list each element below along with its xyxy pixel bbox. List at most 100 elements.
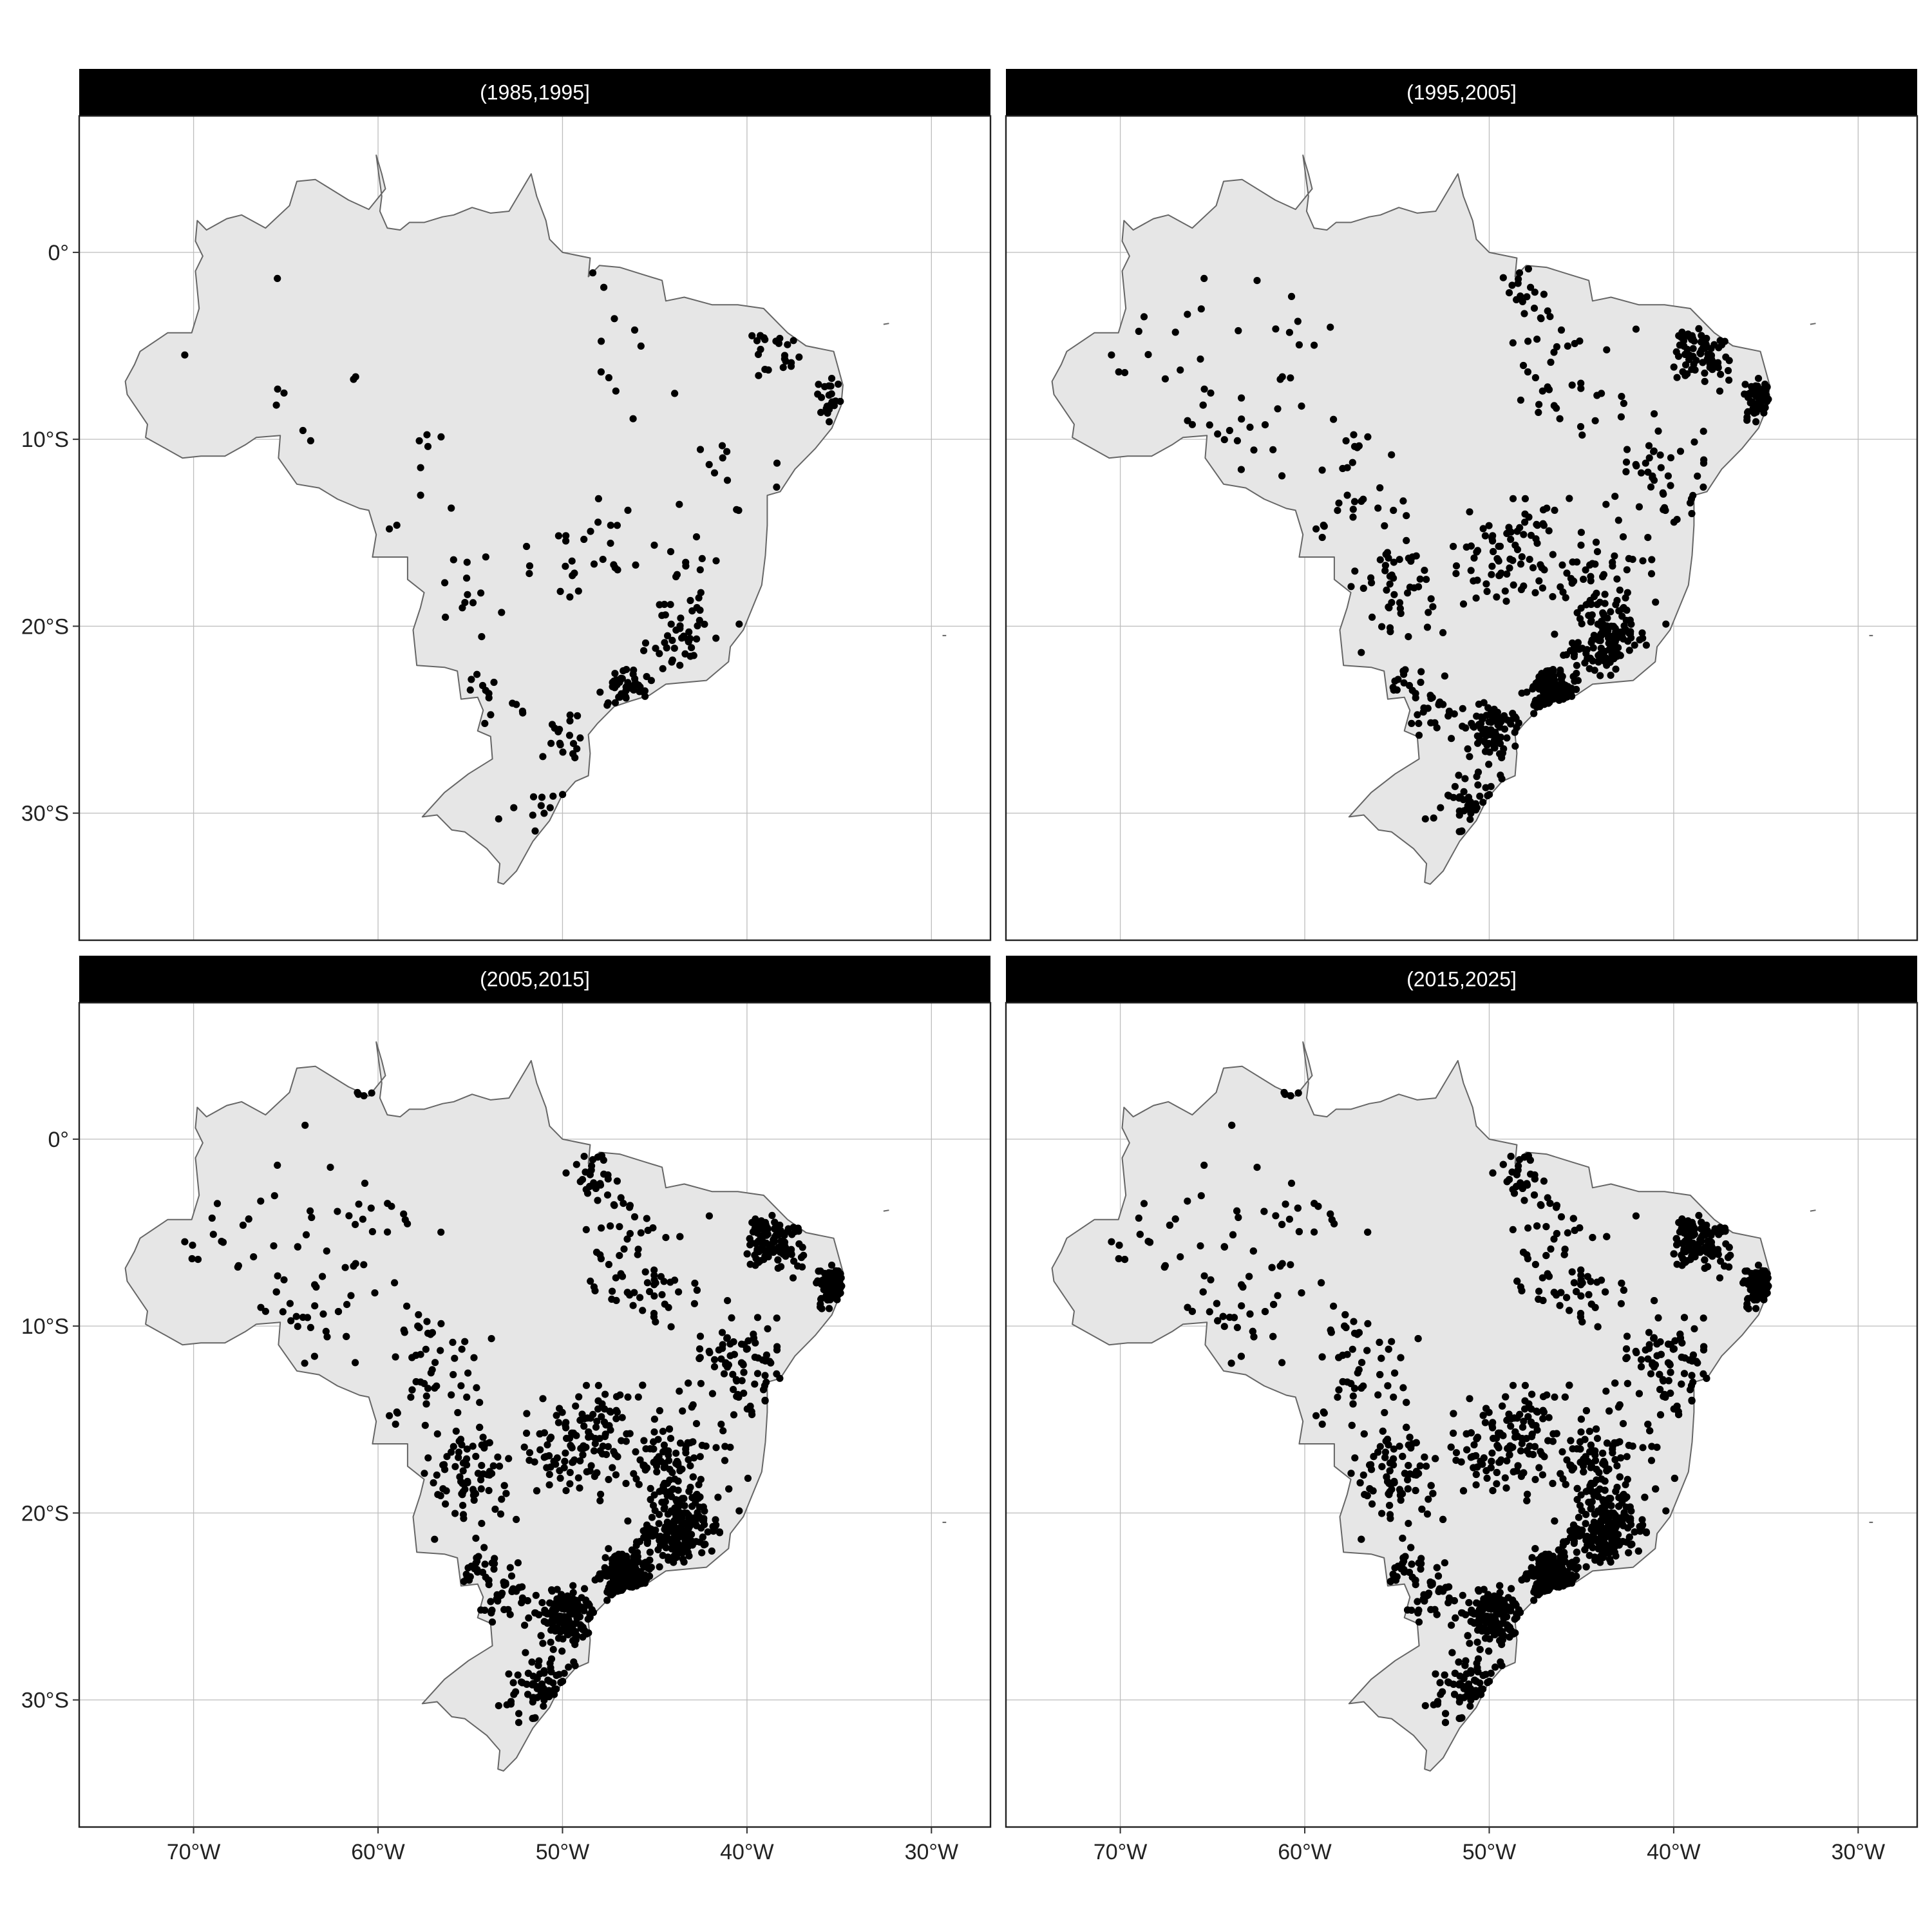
occurrence-point: [589, 1410, 597, 1418]
occurrence-point: [323, 1333, 331, 1341]
occurrence-point: [1602, 500, 1610, 508]
occurrence-point: [726, 1340, 734, 1348]
occurrence-point: [1403, 512, 1410, 520]
occurrence-point: [423, 1318, 431, 1325]
occurrence-point: [568, 1429, 576, 1437]
occurrence-point: [513, 701, 520, 708]
occurrence-point: [641, 639, 650, 647]
occurrence-point: [1551, 506, 1558, 515]
occurrence-point: [743, 1345, 750, 1353]
occurrence-point: [688, 1502, 696, 1510]
occurrence-point: [646, 1288, 654, 1296]
occurrence-point: [655, 1520, 663, 1528]
occurrence-point: [508, 1587, 516, 1595]
occurrence-point: [630, 682, 638, 690]
occurrence-point: [1549, 551, 1557, 558]
occurrence-point: [1554, 683, 1562, 690]
occurrence-point: [1688, 1372, 1696, 1379]
occurrence-point: [556, 1601, 564, 1609]
occurrence-point: [583, 1189, 592, 1197]
occurrence-point: [463, 1445, 471, 1453]
occurrence-point: [753, 1370, 762, 1378]
occurrence-point: [585, 1428, 592, 1436]
occurrence-point: [1177, 366, 1184, 374]
occurrence-point: [1535, 577, 1543, 585]
occurrence-point: [1470, 1441, 1478, 1449]
x-tick-label: 30°W: [905, 1840, 959, 1864]
occurrence-point: [685, 1379, 692, 1387]
x-tick-label: 50°W: [536, 1840, 590, 1864]
occurrence-point: [1537, 314, 1544, 322]
occurrence-point: [790, 337, 797, 345]
occurrence-point: [611, 315, 618, 323]
occurrence-point: [608, 1591, 616, 1598]
occurrence-point: [712, 1444, 720, 1452]
occurrence-point: [1444, 712, 1452, 720]
occurrence-point: [826, 1274, 834, 1282]
occurrence-point: [1599, 1450, 1607, 1457]
occurrence-point: [1253, 1164, 1261, 1171]
occurrence-point: [1368, 1500, 1376, 1508]
occurrence-point: [421, 1379, 428, 1387]
occurrence-point: [1334, 507, 1341, 515]
occurrence-point: [569, 740, 578, 748]
occurrence-point: [1358, 1384, 1365, 1392]
occurrence-point: [540, 810, 548, 817]
occurrence-point: [239, 1221, 247, 1229]
occurrence-point: [1577, 379, 1585, 387]
occurrence-point: [553, 1454, 561, 1462]
occurrence-point: [609, 1560, 616, 1567]
occurrence-point: [464, 1369, 472, 1377]
occurrence-point: [681, 1502, 688, 1510]
occurrence-point: [660, 1441, 668, 1449]
occurrence-point: [764, 1230, 772, 1238]
occurrence-point: [1533, 703, 1540, 711]
occurrence-point: [533, 1487, 541, 1495]
occurrence-point: [1547, 358, 1555, 366]
occurrence-point: [1743, 1267, 1751, 1275]
occurrence-point: [574, 712, 582, 720]
occurrence-point: [1481, 532, 1489, 540]
occurrence-point: [450, 1443, 457, 1450]
occurrence-point: [668, 1539, 676, 1546]
occurrence-point: [1374, 1391, 1382, 1399]
occurrence-point: [1250, 446, 1258, 454]
occurrence-point: [1576, 1502, 1584, 1510]
occurrence-point: [1197, 355, 1204, 363]
occurrence-point: [1452, 1449, 1461, 1457]
occurrence-point: [494, 1597, 502, 1605]
occurrence-point: [668, 1469, 676, 1477]
occurrence-point: [1499, 749, 1506, 757]
occurrence-point: [665, 1451, 672, 1459]
occurrence-point: [1571, 339, 1578, 348]
occurrence-point: [1580, 575, 1587, 583]
occurrence-point: [1383, 549, 1392, 556]
occurrence-point: [468, 676, 475, 683]
occurrence-point: [1487, 726, 1495, 734]
occurrence-point: [1540, 290, 1548, 298]
occurrence-point: [1276, 375, 1284, 383]
occurrence-point: [1529, 564, 1537, 572]
occurrence-point: [555, 1616, 563, 1624]
occurrence-point: [752, 1262, 759, 1269]
occurrence-point: [1432, 1670, 1439, 1678]
occurrence-point: [1455, 828, 1463, 835]
occurrence-point: [626, 1229, 634, 1238]
occurrence-point: [307, 437, 314, 445]
occurrence-point: [1274, 405, 1282, 413]
occurrence-point: [640, 647, 648, 654]
occurrence-point: [580, 1422, 588, 1430]
occurrence-point: [1667, 482, 1674, 489]
occurrence-point: [1199, 1288, 1207, 1296]
occurrence-point: [551, 1690, 558, 1698]
panel-border: [1005, 115, 1918, 942]
occurrence-point: [740, 1368, 748, 1376]
occurrence-point: [504, 1605, 512, 1613]
occurrence-point: [556, 1628, 564, 1636]
y-tick-label: 10°S: [21, 428, 69, 452]
occurrence-point: [1423, 623, 1432, 631]
occurrence-point: [1547, 1245, 1555, 1253]
occurrence-point: [613, 522, 621, 529]
occurrence-point: [1399, 1384, 1407, 1392]
occurrence-point: [1171, 1215, 1179, 1223]
